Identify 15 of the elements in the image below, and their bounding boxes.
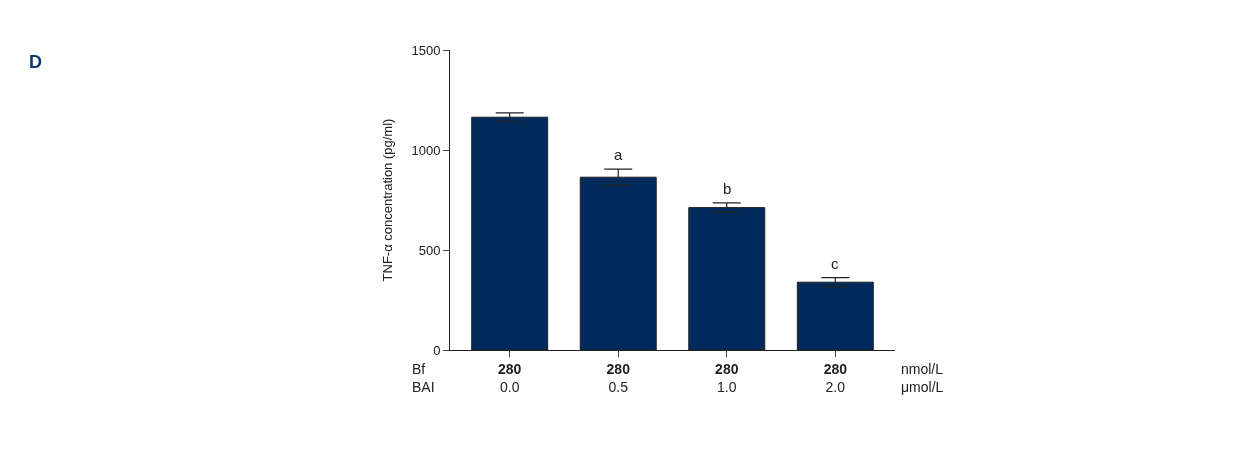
text: nmol/L μmol/L: [901, 361, 944, 396]
x-tick-label: 280 1.0: [715, 360, 739, 395]
x-tick-label: 280 0.0: [498, 360, 522, 395]
text: Bf BAI: [412, 361, 435, 396]
annotation: c: [831, 255, 839, 272]
x-tick-label: 280 2.0: [823, 360, 848, 395]
annotation: a: [614, 146, 623, 163]
y-tick-label: 500: [418, 242, 441, 258]
annotation: b: [723, 180, 732, 197]
y-axis-title: TNF-α concentration (pg/ml): [380, 118, 396, 282]
y-tick-label: 0: [433, 342, 441, 358]
x-tick-label: 280 0.5: [606, 360, 631, 395]
text: D: [29, 52, 42, 72]
y-tick-label: 1500: [411, 42, 441, 58]
y-tick-label: 1000: [411, 142, 441, 158]
